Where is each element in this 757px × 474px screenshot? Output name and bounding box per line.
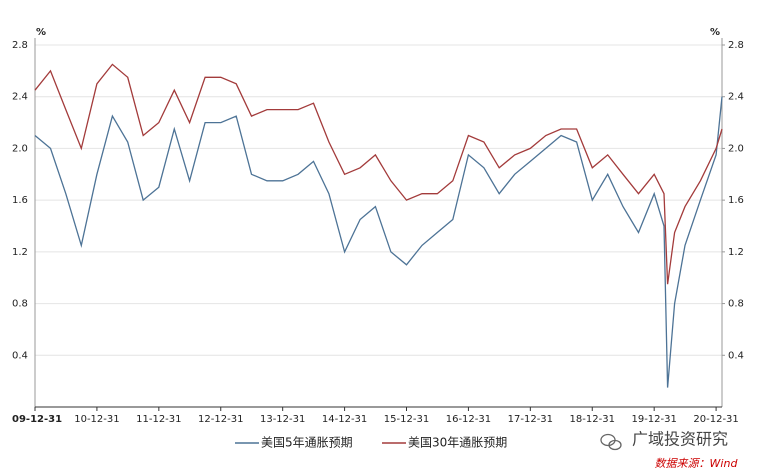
x-tick-label: 19-12-31 <box>631 414 676 425</box>
watermark: 广域投资研究 <box>632 430 728 449</box>
y-tick-label: 1.2 <box>12 247 28 258</box>
wechat-icon <box>600 433 622 451</box>
y2-tick-label: 0.8 <box>728 299 744 310</box>
x-tick-label: 12-12-31 <box>198 414 243 425</box>
x-tick-label: 16-12-31 <box>446 414 491 425</box>
x-tick-label: 20-12-31 <box>693 414 738 425</box>
legend-label: 美国30年通胀预期 <box>408 436 507 450</box>
unit-left: % <box>36 27 46 38</box>
x-tick-label: 11-12-31 <box>136 414 181 425</box>
y-tick-label: 0.4 <box>12 350 28 361</box>
x-tick-label: 17-12-31 <box>508 414 553 425</box>
x-tick-label: 14-12-31 <box>322 414 367 425</box>
y-tick-label: 1.6 <box>12 195 28 206</box>
y-tick-label: 2.0 <box>12 143 28 154</box>
x-tick-label: 18-12-31 <box>570 414 615 425</box>
legend-label: 美国5年通胀预期 <box>261 436 353 450</box>
y2-tick-label: 2.4 <box>728 92 744 103</box>
source: 数据来源：Wind <box>655 457 739 470</box>
x-tick-label: 15-12-31 <box>384 414 429 425</box>
unit-right: % <box>710 27 720 38</box>
y2-tick-label: 2.0 <box>728 143 744 154</box>
y2-tick-label: 1.6 <box>728 195 744 206</box>
y-tick-label: 2.4 <box>12 92 28 103</box>
y-tick-label: 2.8 <box>12 40 28 51</box>
y2-tick-label: 1.2 <box>728 247 744 258</box>
series-line <box>34 96 723 388</box>
y2-tick-label: 0.4 <box>728 350 744 361</box>
x-tick-label: 13-12-31 <box>260 414 305 425</box>
x-tick-label: 10-12-31 <box>74 414 119 425</box>
x-tick-label: 09-12-31 <box>12 414 62 425</box>
y2-tick-label: 2.8 <box>728 40 744 51</box>
series-line <box>34 63 723 285</box>
y-tick-label: 0.8 <box>12 299 28 310</box>
